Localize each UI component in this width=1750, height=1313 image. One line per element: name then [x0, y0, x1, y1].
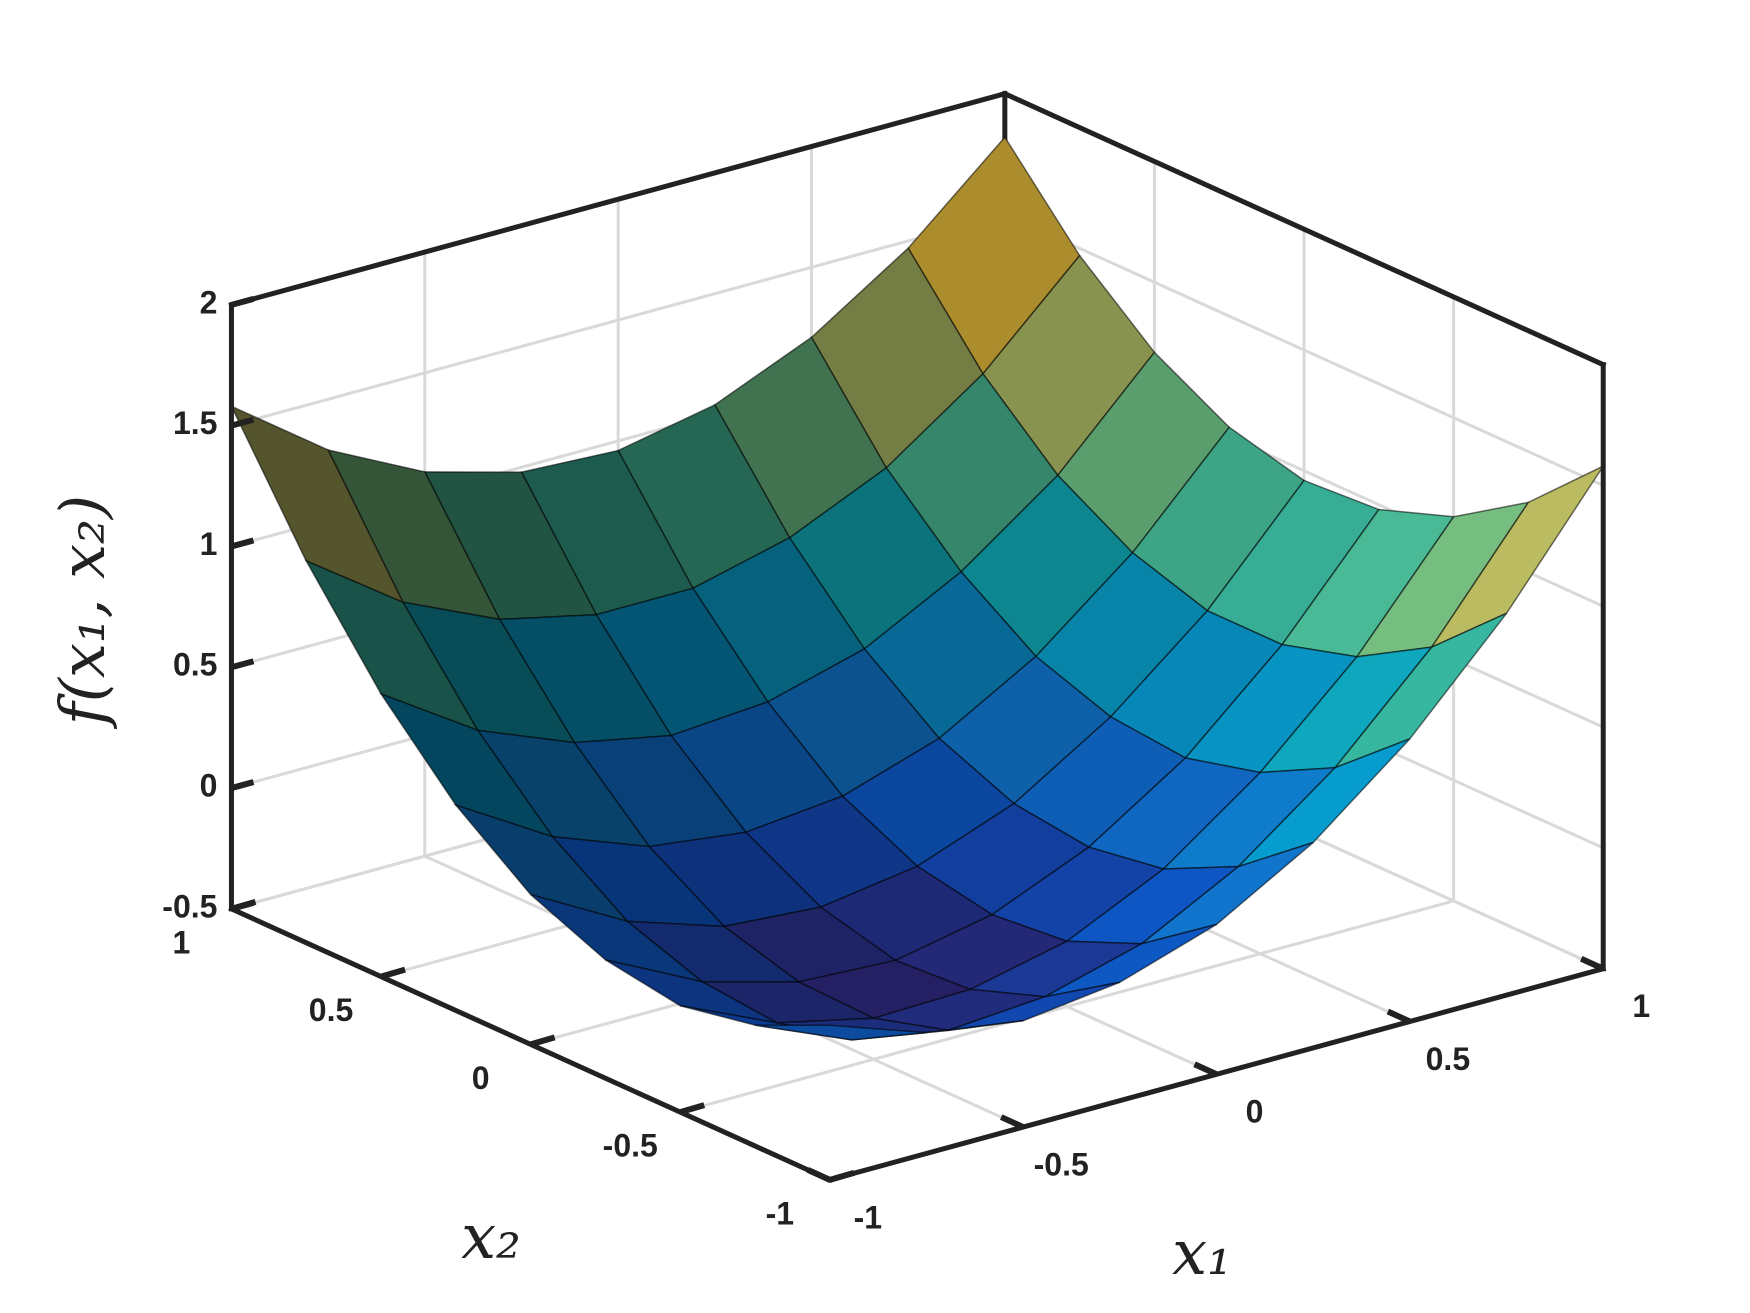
axis-box	[1001, 90, 1607, 368]
tick-mark	[380, 966, 406, 980]
y-tick-label: 0	[472, 1060, 490, 1096]
x-tick-label: 1	[1632, 988, 1650, 1024]
tick-mark	[1386, 1008, 1412, 1025]
y-tick-label: -0.5	[603, 1128, 658, 1164]
tick-mark	[1193, 1061, 1218, 1078]
z-tick-label: 1	[200, 526, 218, 562]
x-tick-label: 0.5	[1426, 1041, 1470, 1077]
grid-line	[1004, 213, 1604, 487]
axis-box	[228, 90, 1008, 308]
tick-mark	[806, 1167, 832, 1183]
tick-mark	[529, 1034, 556, 1048]
tick-mark	[230, 898, 257, 912]
x-tick-label: -1	[854, 1199, 882, 1235]
z-tick-label: 0.5	[173, 647, 217, 683]
grid-line	[679, 899, 1455, 1114]
x-tick-label: -0.5	[1034, 1147, 1089, 1183]
tick-mark	[1579, 955, 1605, 972]
tick-mark	[679, 1102, 706, 1115]
x-tick-label: 0	[1246, 1094, 1264, 1130]
z-tick-label: 2	[200, 284, 218, 320]
front-layer: -0.5 0 0.5 1 1.5 2 -1 -0.5 0 0.5 1 -1 -0.5 0 0.5 1	[162, 284, 1650, 1235]
z-axis-title: f(x₁, x₂)	[46, 495, 119, 729]
tick-mark	[230, 416, 255, 429]
tick-mark	[230, 779, 255, 791]
grid-line	[231, 213, 1006, 428]
y-axis-title: x₂	[461, 1200, 521, 1273]
tick-mark	[230, 537, 255, 550]
surface-patch	[754, 1024, 927, 1041]
y-tick-label: 0.5	[309, 992, 353, 1028]
surface	[229, 135, 1606, 1041]
tick-mark	[230, 295, 255, 308]
tick-mark	[230, 658, 255, 671]
tick-mark	[828, 1169, 855, 1183]
z-tick-label: -0.5	[162, 888, 217, 924]
y-tick-label: 1	[173, 924, 191, 960]
tick-mark	[999, 1114, 1025, 1130]
y-tick-label: -1	[766, 1195, 794, 1231]
z-tick-label: 0	[200, 768, 218, 804]
x-axis-title: x₁	[1172, 1216, 1232, 1289]
z-tick-label: 1.5	[173, 405, 217, 441]
